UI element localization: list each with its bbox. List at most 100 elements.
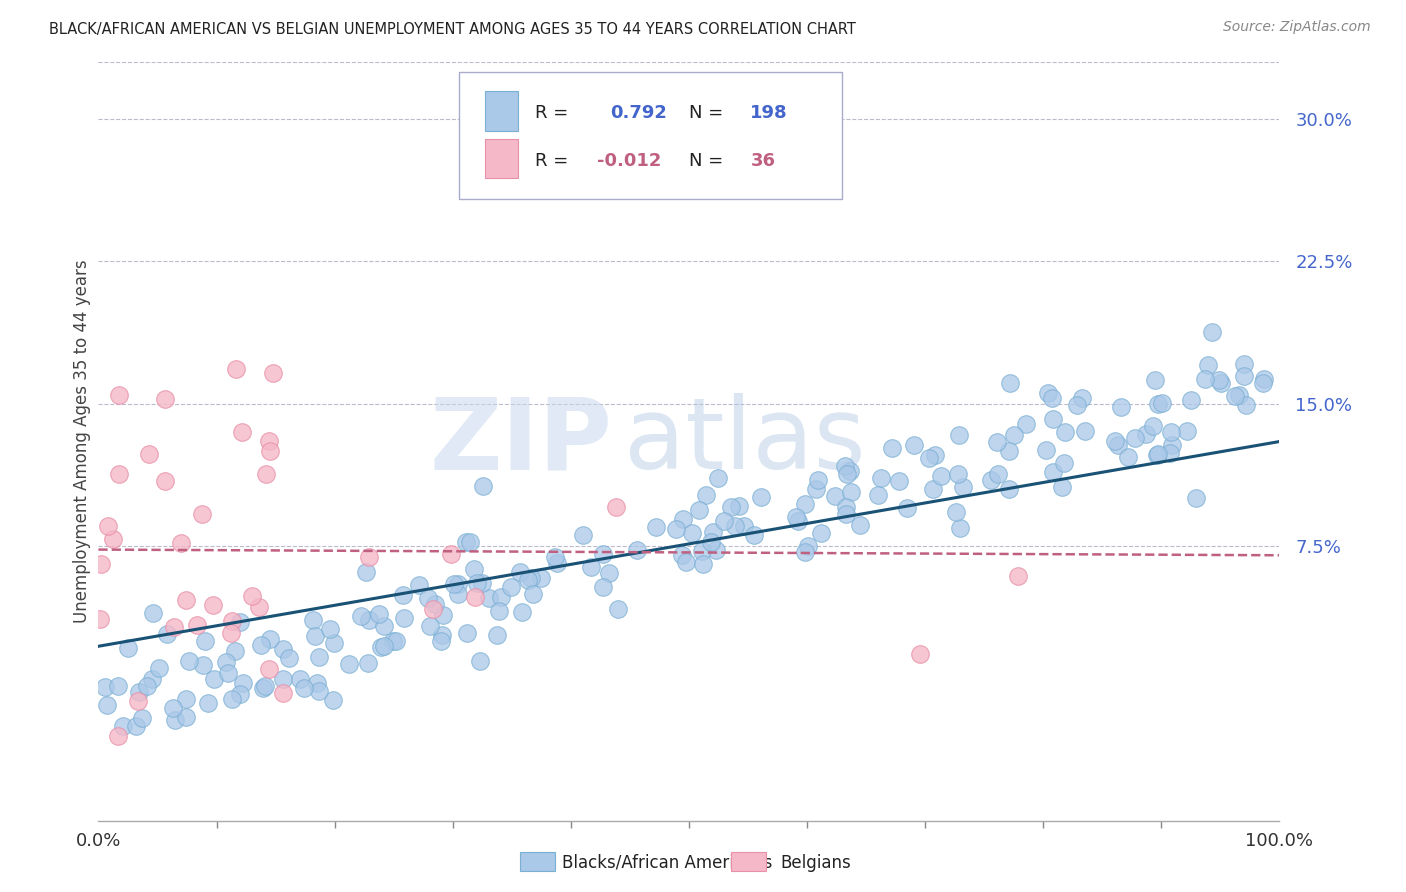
- Point: [176, 692, 198, 706]
- Point: [465, 575, 488, 590]
- Point: [692, 557, 714, 571]
- Point: [546, 557, 568, 571]
- Point: [489, 590, 512, 604]
- Point: [257, 434, 280, 448]
- Point: [728, 500, 751, 514]
- Point: [1135, 427, 1157, 442]
- Point: [191, 507, 214, 521]
- Point: [1000, 376, 1022, 391]
- Point: [1147, 446, 1170, 460]
- Point: [887, 475, 910, 489]
- Point: [354, 565, 377, 579]
- Point: [89, 612, 111, 626]
- Point: [592, 547, 614, 561]
- Text: -0.012: -0.012: [596, 152, 661, 170]
- Point: [142, 606, 165, 620]
- Point: [259, 443, 281, 458]
- Point: [1002, 428, 1025, 442]
- Point: [922, 482, 945, 496]
- Point: [1104, 434, 1126, 449]
- Point: [463, 562, 485, 576]
- Point: [240, 589, 263, 603]
- Point: [197, 697, 219, 711]
- Point: [1180, 392, 1202, 407]
- Point: [605, 500, 627, 514]
- Point: [1050, 480, 1073, 494]
- Point: [839, 463, 862, 477]
- Point: [1111, 401, 1133, 415]
- Point: [202, 598, 225, 612]
- Point: [432, 628, 454, 642]
- Point: [156, 627, 179, 641]
- Point: [924, 448, 946, 462]
- Point: [373, 639, 395, 653]
- Point: [530, 571, 553, 585]
- Point: [681, 526, 703, 541]
- Text: N =: N =: [689, 104, 723, 122]
- Point: [107, 679, 129, 693]
- Point: [174, 593, 197, 607]
- Point: [733, 519, 755, 533]
- Point: [804, 482, 827, 496]
- Point: [870, 471, 893, 485]
- Point: [1066, 399, 1088, 413]
- Point: [1107, 437, 1129, 451]
- Text: R =: R =: [536, 152, 568, 170]
- Point: [671, 549, 693, 563]
- Point: [1185, 491, 1208, 505]
- Point: [381, 634, 404, 648]
- Point: [1208, 373, 1230, 387]
- Point: [94, 680, 117, 694]
- Point: [1233, 357, 1256, 371]
- Point: [337, 657, 360, 671]
- Point: [302, 613, 325, 627]
- Point: [835, 508, 858, 522]
- Point: [1015, 417, 1038, 431]
- Point: [742, 527, 765, 541]
- Point: [520, 571, 543, 585]
- Point: [488, 604, 510, 618]
- Point: [292, 681, 315, 695]
- Point: [90, 558, 112, 572]
- Point: [749, 490, 772, 504]
- Point: [929, 469, 952, 483]
- Y-axis label: Unemployment Among Ages 35 to 44 years: Unemployment Among Ages 35 to 44 years: [73, 260, 91, 624]
- Point: [423, 597, 446, 611]
- Point: [835, 500, 858, 514]
- Point: [810, 525, 832, 540]
- Point: [700, 534, 723, 549]
- Point: [447, 587, 470, 601]
- Point: [903, 438, 925, 452]
- Point: [665, 522, 688, 536]
- Point: [702, 525, 724, 540]
- Point: [252, 681, 274, 695]
- Point: [1035, 442, 1057, 457]
- Point: [165, 713, 187, 727]
- Text: 198: 198: [751, 104, 787, 122]
- Point: [429, 634, 451, 648]
- Point: [1074, 424, 1097, 438]
- Point: [221, 691, 243, 706]
- Point: [695, 488, 717, 502]
- Point: [392, 588, 415, 602]
- Point: [688, 502, 710, 516]
- Point: [948, 467, 970, 481]
- Point: [186, 617, 208, 632]
- Point: [131, 711, 153, 725]
- Point: [231, 425, 253, 440]
- Point: [463, 590, 485, 604]
- Point: [704, 543, 727, 558]
- Point: [308, 683, 330, 698]
- Point: [107, 729, 129, 743]
- Point: [356, 657, 378, 671]
- Point: [1175, 424, 1198, 438]
- Point: [259, 632, 281, 646]
- Point: [1147, 397, 1170, 411]
- Point: [724, 519, 747, 533]
- Point: [103, 532, 125, 546]
- Point: [998, 483, 1021, 497]
- Point: [1040, 391, 1063, 405]
- Point: [153, 392, 176, 406]
- Point: [1070, 391, 1092, 405]
- Point: [598, 566, 620, 581]
